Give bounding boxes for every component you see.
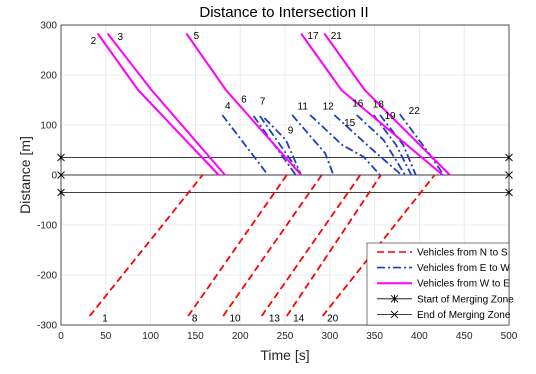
y-tick-label: 100 bbox=[40, 121, 57, 132]
vehicle-15-label: 15 bbox=[344, 118, 356, 129]
vehicle-12-trajectory bbox=[309, 114, 381, 176]
vehicle-17-label: 17 bbox=[307, 31, 319, 42]
y-tick-label: -100 bbox=[37, 221, 57, 232]
x-tick-labels: 0 50 100 150 200 250 300 350 400 450 500 bbox=[58, 331, 518, 342]
vehicle-5-trajectory bbox=[185, 32, 302, 176]
vehicle-14-trajectory bbox=[286, 174, 382, 317]
vehicle-4-label: 4 bbox=[225, 101, 231, 112]
x-axis-label: Time [s] bbox=[260, 347, 309, 363]
x-tick-label: 0 bbox=[58, 331, 64, 342]
vehicle-17-trajectory bbox=[300, 32, 444, 176]
legend-label: Vehicles from E to W bbox=[417, 263, 510, 274]
y-tick-label: 300 bbox=[40, 21, 57, 32]
vehicle-1-label: 1 bbox=[102, 314, 108, 325]
x-tick-label: 400 bbox=[411, 331, 428, 342]
x-tick-label: 500 bbox=[501, 331, 518, 342]
vehicle-22-label: 22 bbox=[409, 106, 421, 117]
marker-stroke bbox=[57, 171, 65, 179]
vehicle-16-trajectory bbox=[356, 114, 406, 176]
vehicle-13-trajectory bbox=[260, 174, 362, 317]
vehicle-4-trajectory bbox=[221, 114, 269, 176]
vehicle-6-label: 6 bbox=[241, 95, 247, 106]
vehicle-5-label: 5 bbox=[194, 31, 200, 42]
x-tick-label: 300 bbox=[321, 331, 338, 342]
vehicle-trajectories bbox=[88, 32, 451, 317]
vehicle-21-label: 21 bbox=[331, 31, 343, 42]
legend-label: Vehicles from N to S bbox=[417, 248, 508, 259]
vehicle-20-label: 20 bbox=[327, 314, 339, 325]
y-tick-label: 0 bbox=[51, 171, 57, 182]
vehicle-10-trajectory bbox=[222, 174, 323, 317]
vehicle-13-label: 13 bbox=[269, 314, 281, 325]
legend-label: End of Merging Zone bbox=[417, 310, 511, 321]
legend-label: Start of Merging Zone bbox=[417, 294, 514, 305]
x-tick-label: 50 bbox=[100, 331, 112, 342]
chart-title: Distance to Intersection II bbox=[199, 4, 368, 21]
legend: Vehicles from N to S Vehicles from E to W… bbox=[366, 242, 514, 326]
vehicle-1-trajectory bbox=[88, 174, 204, 317]
vehicle-8-trajectory bbox=[187, 174, 288, 317]
vehicle-3-label: 3 bbox=[117, 32, 123, 43]
y-tick-label: 200 bbox=[40, 71, 57, 82]
vehicle-9-label: 9 bbox=[288, 126, 294, 137]
vehicle-10-label: 10 bbox=[229, 314, 241, 325]
x-tick-label: 450 bbox=[456, 331, 473, 342]
vehicle-8-label: 8 bbox=[192, 314, 198, 325]
x-tick-label: 350 bbox=[366, 331, 383, 342]
x-tick-label: 200 bbox=[232, 331, 249, 342]
x-tick-label: 150 bbox=[187, 331, 204, 342]
y-tick-labels: 300 200 100 0 -100 -200 -300 bbox=[37, 21, 57, 332]
vehicle-18-label: 18 bbox=[373, 100, 385, 111]
vehicle-11-trajectory bbox=[291, 114, 335, 176]
marker-stroke bbox=[390, 310, 399, 319]
vehicle-7-label: 7 bbox=[260, 97, 266, 108]
vehicle-2-trajectory bbox=[96, 32, 220, 176]
y-tick-label: -200 bbox=[37, 271, 57, 282]
vehicle-7-trajectory bbox=[259, 115, 302, 176]
x-tick-label: 100 bbox=[142, 331, 159, 342]
vehicle-12-label: 12 bbox=[323, 102, 335, 113]
vehicle-11-label: 11 bbox=[298, 102, 309, 113]
vehicle-3-trajectory bbox=[106, 32, 226, 176]
y-axis-label: Distance [m] bbox=[17, 136, 33, 214]
y-tick-label: -300 bbox=[37, 321, 57, 332]
vehicle-2-label: 2 bbox=[91, 36, 97, 47]
legend-label: Vehicles from W to E bbox=[417, 279, 510, 290]
vehicle-14-label: 14 bbox=[293, 314, 305, 325]
vehicle-19-trajectory bbox=[379, 114, 417, 176]
marker-stroke bbox=[505, 171, 513, 179]
vehicle-21-trajectory bbox=[323, 32, 451, 176]
vehicle-18-trajectory bbox=[372, 114, 413, 176]
vehicle-15-trajectory bbox=[333, 114, 403, 176]
vehicle-19-label: 19 bbox=[384, 111, 396, 122]
x-tick-label: 250 bbox=[277, 331, 294, 342]
vehicle-16-label: 16 bbox=[352, 99, 364, 110]
